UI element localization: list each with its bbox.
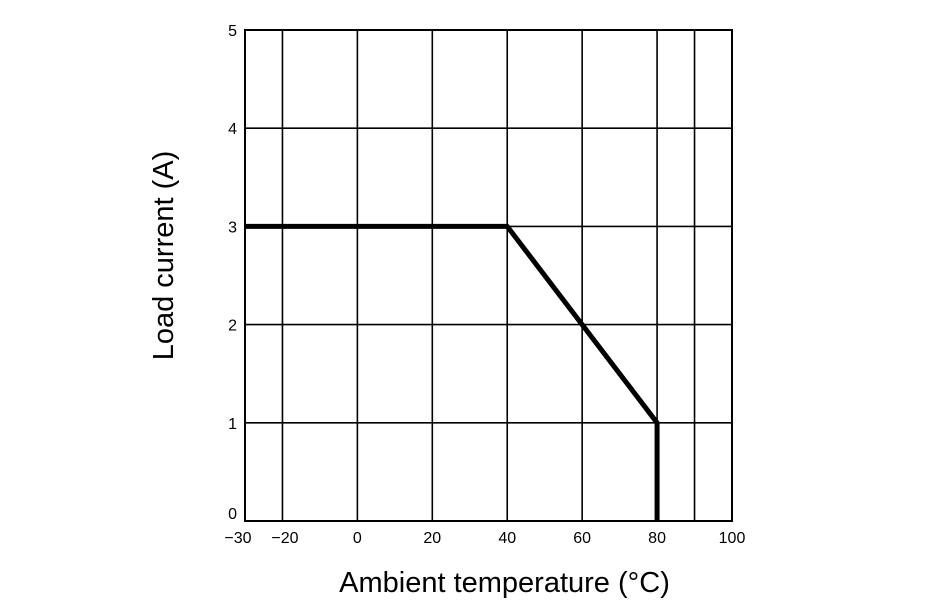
y-axis-title: Load current (A) <box>148 151 180 361</box>
x-tick-label: 80 <box>648 530 666 547</box>
x-tick-label: 20 <box>423 530 441 547</box>
x-tick-labels: −30 −20 0 20 40 60 80 100 <box>224 530 745 547</box>
y-tick-label: 3 <box>228 219 237 236</box>
curve-layer <box>245 223 660 521</box>
x-tick-label: −20 <box>271 530 298 547</box>
series-line <box>245 223 660 521</box>
y-tick-label: 5 <box>228 23 237 40</box>
x-axis-title: Ambient temperature (°C) <box>339 567 670 599</box>
y-tick-labels: 0 1 2 3 4 5 <box>228 23 237 523</box>
y-tick-label: 1 <box>228 416 237 433</box>
plot-frame <box>244 29 733 522</box>
y-tick-label: 0 <box>228 506 237 523</box>
x-tick-label: 40 <box>498 530 516 547</box>
y-tick-label: 4 <box>228 121 237 138</box>
x-tick-label: 0 <box>353 530 362 547</box>
x-tick-label: 100 <box>719 530 746 547</box>
x-tick-label: 60 <box>573 530 591 547</box>
y-tick-label: 2 <box>228 318 237 335</box>
x-tick-label: −30 <box>224 530 251 547</box>
